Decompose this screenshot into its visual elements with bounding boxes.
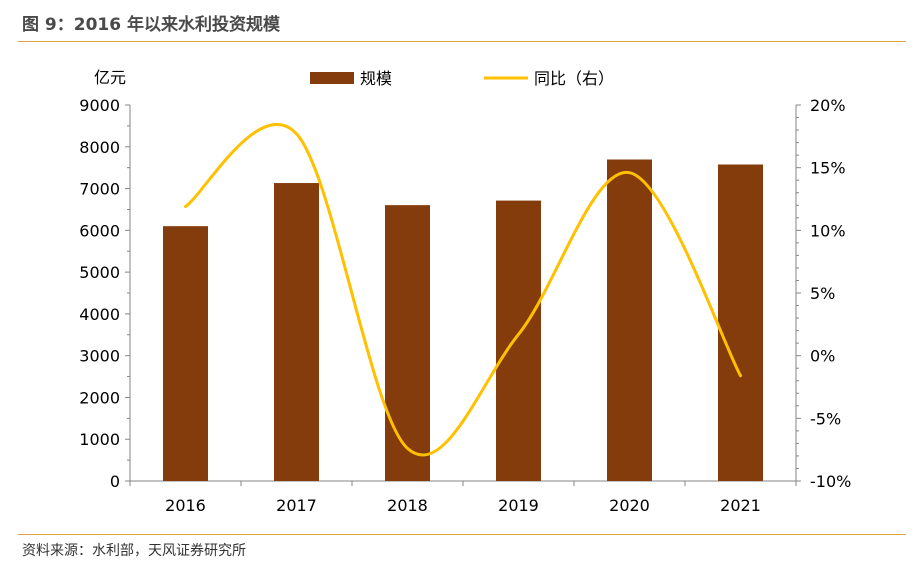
- y-axis-label: 亿元: [94, 68, 126, 87]
- source-divider: [18, 534, 906, 535]
- right-tick-label: 10%: [810, 221, 846, 240]
- left-tick-label: 0: [110, 472, 120, 491]
- source-note: 资料来源：水利部，天风证券研究所: [22, 543, 246, 559]
- bar: [607, 159, 652, 481]
- figure-title: 图 9：2016 年以来水利投资规模: [22, 15, 280, 35]
- x-tick-label: 2016: [165, 496, 206, 515]
- right-tick-label: -5%: [810, 409, 841, 428]
- x-tick-label: 2018: [387, 496, 428, 515]
- left-tick-label: 8000: [79, 138, 120, 157]
- bar: [385, 205, 430, 481]
- legend-label-bar: 规模: [360, 69, 392, 88]
- bar: [496, 200, 541, 481]
- bar: [718, 164, 763, 481]
- right-tick-label: -10%: [810, 472, 851, 491]
- right-tick-label: 0%: [810, 347, 835, 366]
- legend-swatch-bar: [310, 72, 354, 84]
- x-tick-label: 2020: [609, 496, 650, 515]
- left-tick-label: 3000: [79, 347, 120, 366]
- left-tick-label: 9000: [79, 96, 120, 115]
- left-tick-label: 7000: [79, 180, 120, 199]
- x-tick-label: 2021: [720, 496, 761, 515]
- left-tick-label: 5000: [79, 263, 120, 282]
- legend-label-line: 同比（右）: [534, 69, 614, 88]
- left-tick-label: 1000: [79, 430, 120, 449]
- x-tick-label: 2019: [498, 496, 539, 515]
- left-tick-label: 2000: [79, 388, 120, 407]
- bar: [274, 183, 319, 481]
- bar: [163, 226, 208, 481]
- yoy-growth-line: [184, 123, 742, 457]
- left-tick-label: 4000: [79, 305, 120, 324]
- right-tick-label: 15%: [810, 159, 846, 178]
- title-divider: [18, 41, 906, 42]
- right-tick-label: 20%: [810, 96, 846, 115]
- chart-area: 0 1000 2000 3000 4000 5000 6000 7000 8000 9000 -10…: [79, 68, 851, 515]
- x-tick-label: 2017: [276, 496, 317, 515]
- right-tick-label: 5%: [810, 284, 835, 303]
- left-tick-label: 6000: [79, 221, 120, 240]
